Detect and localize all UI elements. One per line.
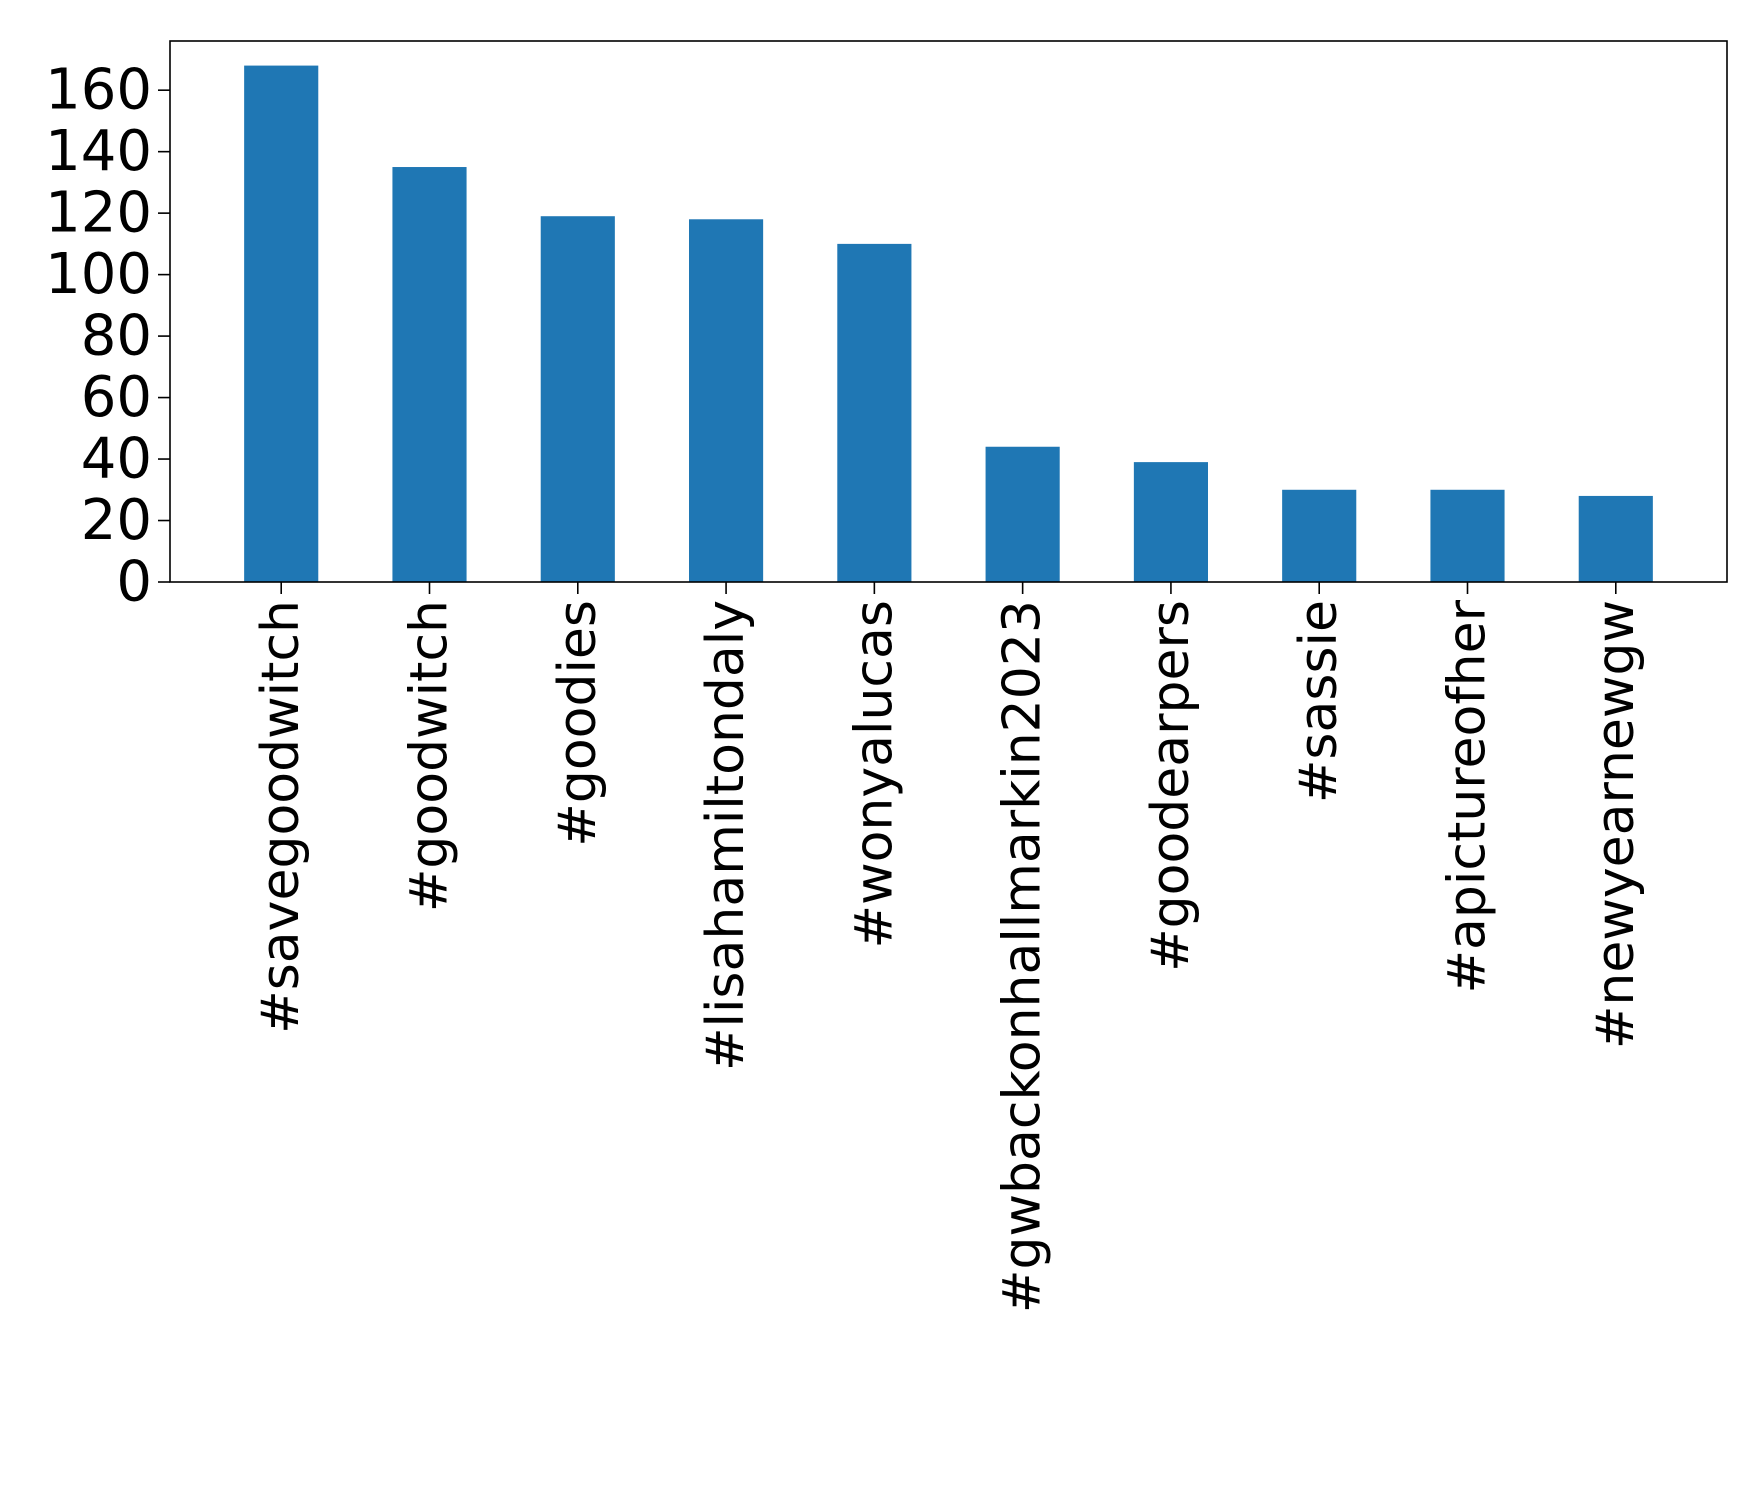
y-tick-label: 100: [45, 242, 152, 307]
bar-goodies: [540, 216, 615, 582]
bars-layer: [244, 65, 1653, 583]
y-tick-label: 120: [45, 181, 152, 246]
y-tick-label: 160: [45, 58, 152, 123]
x-tick-label: #goodies: [548, 600, 608, 847]
bar-lisahamiltondaly: [689, 219, 764, 582]
bar-goodearpers: [1133, 462, 1208, 582]
bar-sassie: [1282, 489, 1357, 582]
x-axis: #savegoodwitch #goodwitch #goodies #lisaham…: [251, 582, 1646, 1313]
x-tick-label: #goodearpers: [1141, 600, 1201, 972]
y-tick-label: 80: [81, 304, 152, 369]
bar-gwbackonhallmarkin2023: [985, 446, 1060, 582]
y-tick-label: 0: [116, 550, 152, 615]
x-tick-label: #wonyalucas: [844, 600, 904, 948]
x-tick-label: #lisahamiltondaly: [696, 600, 756, 1071]
x-tick-label: #gwbackonhallmarkin2023: [993, 600, 1053, 1313]
bar-goodwitch: [392, 167, 467, 582]
y-tick-label: 140: [45, 119, 152, 184]
x-tick-label: #goodwitch: [400, 600, 460, 912]
y-tick-label: 20: [81, 488, 152, 553]
y-tick-label: 60: [81, 365, 152, 430]
bar-savegoodwitch: [244, 65, 319, 583]
bar-newyearnewgw: [1578, 495, 1653, 582]
x-tick-label: #newyearnewgw: [1586, 600, 1646, 1049]
y-tick-label: 40: [81, 427, 152, 492]
bar-apictureofher: [1430, 489, 1505, 582]
x-tick-label: #apictureofher: [1438, 599, 1498, 993]
x-tick-label: #savegoodwitch: [251, 600, 311, 1034]
plot-frame: [169, 40, 1728, 583]
x-tick-label: #sassie: [1289, 600, 1349, 803]
bar-wonyalucas: [837, 243, 912, 583]
